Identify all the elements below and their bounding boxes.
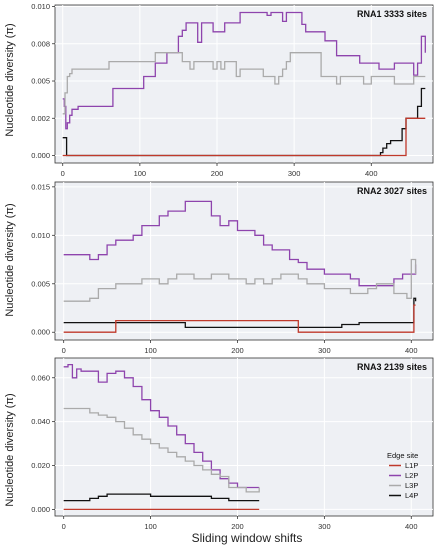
legend-label-l4p: L4P (405, 491, 418, 500)
x-tick-label: 300 (288, 169, 301, 178)
y-tick-label: 0.000 (31, 328, 50, 337)
x-tick-label: 0 (62, 522, 66, 531)
x-tick-label: 200 (231, 346, 244, 355)
chart-title: RNA2 3027 sites (357, 186, 427, 196)
x-tick-label: 300 (318, 346, 331, 355)
y-tick-label: 0.010 (31, 231, 50, 240)
y-axis-label-rna2: Nucleotide diversity (π) (4, 203, 16, 316)
series-line-l4p (63, 493, 260, 502)
y-tick-label: 0.020 (31, 461, 50, 470)
chart-title: RNA1 3333 sites (357, 9, 427, 19)
chart-panel-3: 0 100 200 300 400 0.000 0.020 0.040 0.060 RNA3 21… (31, 357, 434, 531)
series-line-l1p (63, 304, 416, 333)
legend-label-l2p: L2P (405, 471, 418, 480)
x-tick-label: 300 (318, 522, 331, 531)
x-tick-label: 100 (144, 522, 157, 531)
y-tick-label: 0.005 (31, 279, 50, 288)
x-tick-label: 100 (134, 169, 147, 178)
chart-panel-1: 0 100 200 300 400 0.000 0.002 0.005 0.008 0.010 RN… (31, 2, 434, 178)
series-line-l3p (62, 52, 426, 115)
series-line-l2p (62, 11, 426, 130)
y-tick-label: 0.040 (31, 417, 50, 426)
chart-panel-2: 0 100 200 300 400 0.000 0.005 0.010 0.015 RNA2 30… (31, 181, 434, 355)
x-tick-label: 100 (144, 346, 157, 355)
y-tick-label: 0.060 (31, 373, 50, 382)
plot-area (54, 4, 434, 164)
y-tick-label: 0.002 (31, 114, 50, 123)
legend-label-l3p: L3P (405, 481, 418, 490)
legend-label-l1p: L1P (405, 461, 418, 470)
chart-title: RNA3 2139 sites (357, 362, 427, 372)
y-tick-label: 0.010 (31, 2, 50, 11)
series-line-l2p (63, 363, 260, 489)
x-tick-label: 200 (231, 522, 244, 531)
y-tick-label: 0.005 (31, 77, 50, 86)
x-tick-label: 400 (405, 346, 418, 355)
x-tick-label: 400 (365, 169, 378, 178)
plot-area (54, 181, 434, 341)
x-tick-label: 0 (61, 169, 65, 178)
y-tick-label: 0.015 (31, 182, 50, 191)
y-tick-label: 0.008 (31, 39, 50, 48)
y-axis-label-rna3: Nucleotide diversity (π) (4, 393, 16, 506)
x-tick-label: 0 (62, 346, 66, 355)
series-line-l1p (62, 117, 426, 157)
x-tick-label: 200 (211, 169, 224, 178)
x-axis-label: Sliding window shifts (192, 531, 303, 545)
legend-title: Edge site (387, 451, 418, 460)
series-line-l3p (63, 407, 260, 493)
chart-panels: 0 100 200 300 400 0.000 0.002 0.005 0.008 0.010 RN… (31, 2, 434, 531)
y-tick-label: 0.000 (31, 151, 50, 160)
y-axis-label-rna1: Nucleotide diversity (π) (4, 23, 16, 136)
series-line-l2p (63, 200, 417, 287)
plot-area (54, 357, 434, 517)
series-line-l3p (63, 258, 417, 302)
y-tick-label: 0.000 (31, 505, 50, 514)
x-tick-label: 400 (405, 522, 418, 531)
